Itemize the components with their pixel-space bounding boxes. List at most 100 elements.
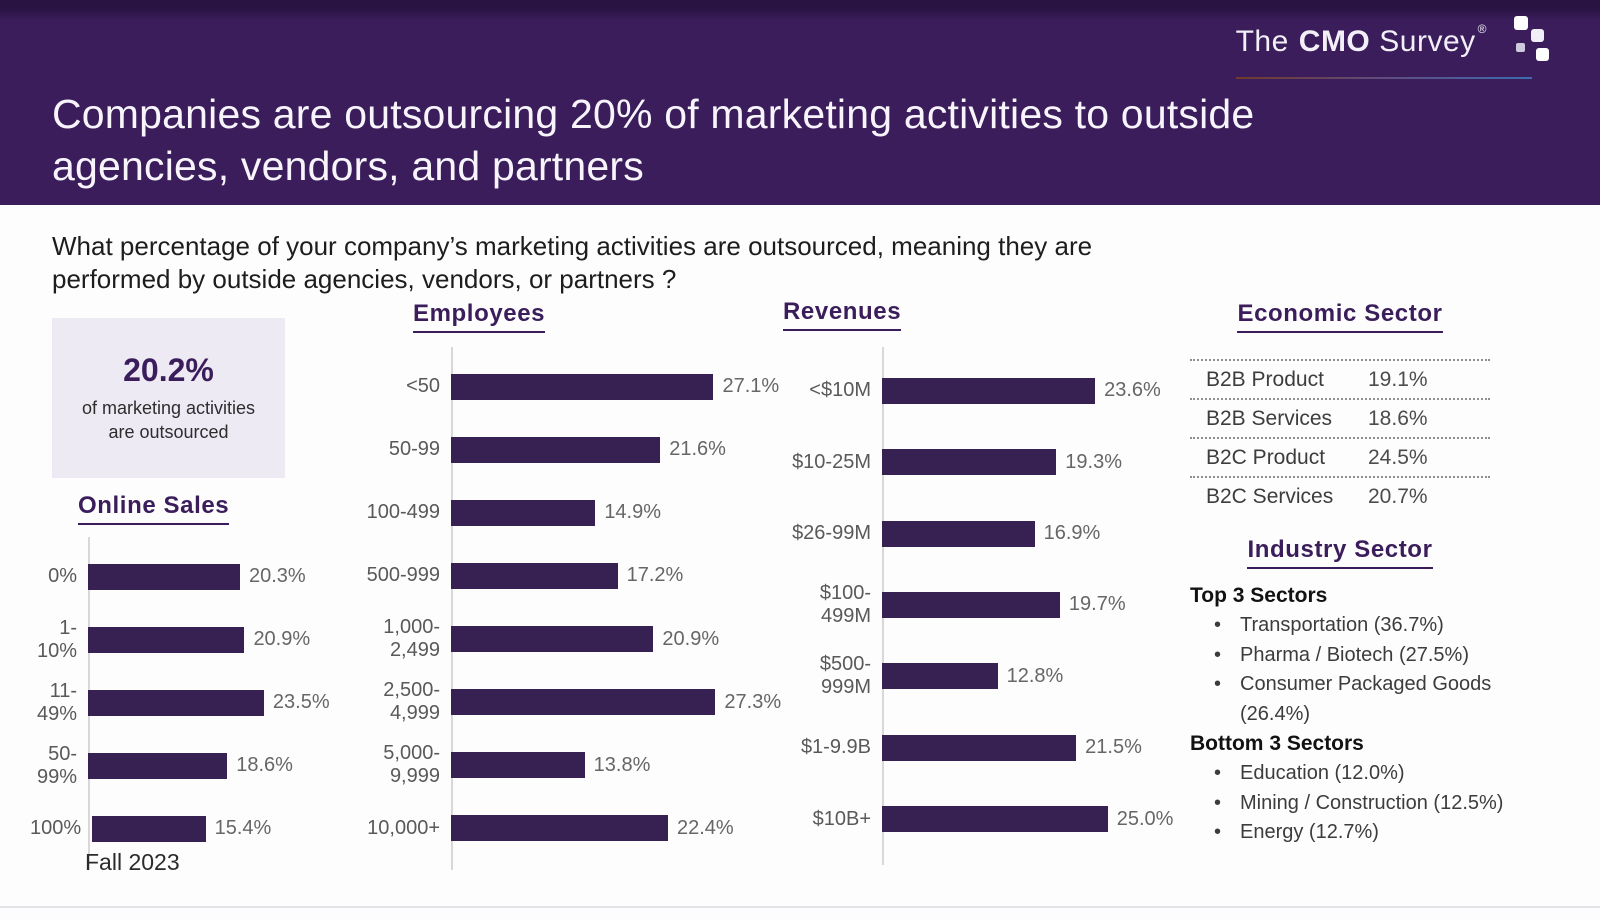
economic-sector-row: B2B Product 19.1% bbox=[1190, 359, 1490, 398]
bar-track: 12.8% bbox=[882, 663, 1180, 690]
survey-question: What percentage of your company’s market… bbox=[52, 231, 1093, 294]
bar bbox=[882, 734, 1077, 761]
bar-row: 0% 20.3% bbox=[30, 545, 350, 608]
header-banner: The CMO Survey ® Companies are outsourcing … bbox=[0, 0, 1600, 205]
economic-sector-label: B2C Services bbox=[1206, 484, 1334, 508]
bar-track: 19.7% bbox=[882, 591, 1180, 618]
category-label: 500-999 bbox=[366, 564, 440, 587]
category-label: <50 bbox=[406, 375, 440, 398]
chart-title-revenues: Revenues bbox=[783, 298, 902, 331]
category-label: 50-99 bbox=[388, 438, 440, 461]
industry-item: Pharma / Biotech (27.5%) bbox=[1214, 641, 1530, 671]
bar-track: 18.6% bbox=[88, 752, 350, 779]
value-label: 21.5% bbox=[1085, 736, 1142, 759]
chart-title-employees: Employees bbox=[413, 300, 546, 333]
category-label: $1-9.9B bbox=[800, 736, 871, 759]
bar-row: 50-99 21.6% bbox=[360, 418, 790, 481]
value-label: 19.7% bbox=[1068, 593, 1126, 616]
value-label: 15.4% bbox=[214, 817, 272, 839]
value-label: 17.2% bbox=[626, 564, 684, 587]
registered-mark: ® bbox=[1477, 22, 1487, 36]
bar-row: 500-999 17.2% bbox=[360, 544, 790, 607]
economic-sector-label: B2B Product bbox=[1206, 367, 1324, 391]
industry-item: Energy (12.7%) bbox=[1214, 818, 1530, 848]
bar-row: $10B+ 25.0% bbox=[770, 784, 1180, 855]
economic-sector-title: Economic Sector bbox=[1190, 300, 1490, 333]
bar-row: 100% 15.4% bbox=[30, 797, 350, 860]
category-label: 2,500- 4,999 bbox=[383, 679, 440, 725]
headline-stat-caption: of marketing activities are outsourced bbox=[81, 398, 256, 442]
bar bbox=[92, 815, 206, 842]
bar bbox=[882, 663, 998, 690]
logo-word-cmo: CMO bbox=[1298, 25, 1371, 58]
category-label: 0% bbox=[48, 565, 77, 587]
economic-sector-value: 18.6% bbox=[1368, 406, 1428, 430]
logo-text: The CMO Survey ® bbox=[1236, 22, 1487, 59]
industry-sector-title-text: Industry Sector bbox=[1247, 536, 1433, 569]
bar-track: 19.3% bbox=[882, 449, 1180, 476]
category-label: 11-49% bbox=[36, 679, 77, 725]
bar-track: 20.3% bbox=[88, 563, 350, 590]
industry-item-list: Education (12.0%)Mining / Construction (… bbox=[1190, 759, 1530, 848]
chart-employees: Employees <50 27.1% 50-99 21.6% 100-499 14.9%… bbox=[360, 300, 790, 870]
bar bbox=[882, 377, 1096, 404]
bar-track: 16.9% bbox=[882, 520, 1180, 547]
value-label: 20.3% bbox=[248, 565, 306, 587]
bar-row: 10,000+ 22.4% bbox=[360, 797, 790, 860]
economic-sector-section: Economic Sector B2B Product 19.1% B2B Serv… bbox=[1190, 300, 1490, 515]
economic-sector-row: B2C Product 24.5% bbox=[1190, 437, 1490, 476]
survey-date: Fall 2023 bbox=[85, 849, 180, 875]
industry-item: Education (12.0%) bbox=[1214, 759, 1530, 789]
bar-row: 1-10% 20.9% bbox=[30, 608, 350, 671]
bar-track: 21.5% bbox=[882, 734, 1180, 761]
bar bbox=[882, 806, 1108, 833]
chart-rows-revenues: <$10M 23.6% $10-25M 19.3% $26-99M 16.9% $100-4… bbox=[770, 347, 1180, 865]
value-label: 18.6% bbox=[236, 754, 293, 776]
chart-online-sales: Online Sales 0% 20.3% 1-10% 20.9% 11-49% 23.5… bbox=[30, 492, 350, 870]
bar-track: 13.8% bbox=[451, 752, 790, 779]
bar-row: $1-9.9B 21.5% bbox=[770, 712, 1180, 783]
category-label: 1-10% bbox=[36, 616, 77, 662]
bar-track: 23.6% bbox=[882, 377, 1180, 404]
category-label: 100-499 bbox=[366, 501, 440, 524]
bar bbox=[88, 752, 228, 779]
bar-track: 20.9% bbox=[451, 626, 790, 653]
category-label: 100% bbox=[30, 817, 82, 839]
industry-sector-section: Industry Sector Top 3 Sectors Transportat… bbox=[1190, 536, 1530, 848]
bar-track: 25.0% bbox=[882, 806, 1180, 833]
industry-item: Transportation (36.7%) bbox=[1214, 611, 1530, 641]
bar-track: 15.4% bbox=[92, 815, 350, 842]
bar bbox=[451, 752, 585, 779]
bar-row: 5,000- 9,999 13.8% bbox=[360, 734, 790, 797]
bar-row: 50-99% 18.6% bbox=[30, 734, 350, 797]
bar-row: 1,000- 2,499 20.9% bbox=[360, 608, 790, 671]
category-label: $26-99M bbox=[792, 522, 871, 545]
bar bbox=[451, 815, 668, 842]
economic-sector-value: 24.5% bbox=[1368, 445, 1428, 469]
bar-track: 17.2% bbox=[451, 562, 790, 589]
value-label: 21.6% bbox=[669, 438, 726, 461]
industry-sector-groups: Top 3 Sectors Transportation (36.7%)Pharm… bbox=[1190, 581, 1530, 848]
chart-title-online-sales: Online Sales bbox=[78, 492, 230, 525]
industry-group-heading: Bottom 3 Sectors bbox=[1190, 732, 1364, 755]
value-label: 23.6% bbox=[1104, 379, 1161, 402]
category-label: $500-999M bbox=[819, 653, 871, 699]
economic-sector-label: B2C Product bbox=[1206, 445, 1326, 469]
chart-revenues: Revenues <$10M 23.6% $10-25M 19.3% $26-99M 16… bbox=[770, 298, 1180, 868]
chart-rows-online-sales: 0% 20.3% 1-10% 20.9% 11-49% 23.5% 50-99% 18.6% 1… bbox=[30, 537, 350, 870]
value-label: 27.3% bbox=[724, 690, 782, 713]
industry-item: Mining / Construction (12.5%) bbox=[1214, 789, 1530, 819]
chart-rows-employees: <50 27.1% 50-99 21.6% 100-499 14.9% 500-999 17.… bbox=[360, 347, 790, 870]
value-label: 16.9% bbox=[1043, 522, 1101, 545]
economic-sector-value: 20.7% bbox=[1368, 484, 1428, 508]
page-title: Companies are outsourcing 20% of marketi… bbox=[52, 91, 1255, 189]
bar-track: 23.5% bbox=[88, 689, 350, 716]
bar-row: <50 27.1% bbox=[360, 355, 790, 418]
category-label: 10,000+ bbox=[367, 816, 440, 839]
bar-row: $26-99M 16.9% bbox=[770, 498, 1180, 569]
cmo-survey-logo: The CMO Survey ® bbox=[1235, 16, 1550, 79]
bar bbox=[451, 562, 618, 589]
economic-sector-table: B2B Product 19.1% B2B Services 18.6% B2C Pro… bbox=[1190, 359, 1490, 515]
category-label: <$10M bbox=[809, 379, 871, 402]
